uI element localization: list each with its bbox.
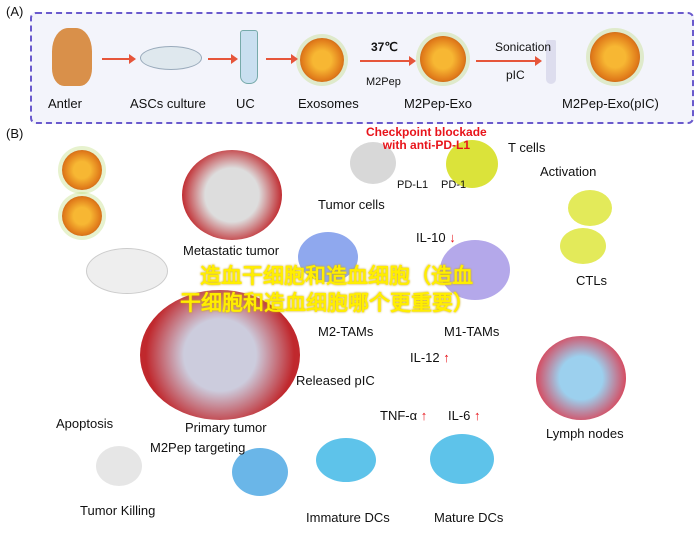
petri-dish-icon [140,46,202,70]
tumor-cells-label: Tumor cells [318,197,385,212]
tnf-label: TNF-α ↑ [380,408,428,423]
t-cells-label: T cells [508,140,546,155]
targeted-cell-icon [232,448,288,496]
temperature: 37℃ [371,40,398,54]
il10-label: IL-10 ↓ [416,230,456,245]
ctls-label: CTLs [576,273,608,288]
arrow [102,54,136,64]
mature-dc-icon [430,434,494,484]
tumor-killing-label: Tumor Killing [80,503,156,518]
overlay-caption-line1: 造血干细胞和造血细胞（造血 [200,265,473,288]
panel-a-label: (A) [6,4,24,19]
step-exosomes: Exosomes [298,96,359,111]
step-antler: Antler [48,96,82,111]
pd1-label: PD-1 [441,179,467,191]
dead-cell-icon [96,446,142,486]
step-m2pep-exo: M2Pep-Exo [404,96,472,111]
exosome-icon [62,150,102,190]
il12-label: IL-12 ↑ [410,350,450,365]
exosome-icon [300,38,344,82]
deer-icon [52,28,92,86]
mature-dcs-label: Mature DCs [434,510,504,525]
lymph-nodes-label: Lymph nodes [546,426,624,441]
immature-dc-icon [316,438,376,482]
arrow [266,54,298,64]
m2pep-label: M2Pep [366,76,401,88]
metastatic-tumor-icon [182,150,282,240]
mouse-icon [86,248,168,294]
m1-tams-label: M1-TAMs [444,324,500,339]
arrow [476,56,542,66]
lymph-node-icon [536,336,626,420]
arrow [360,56,416,66]
immature-dcs-label: Immature DCs [306,510,390,525]
apoptosis-label: Apoptosis [56,416,114,431]
activation-label: Activation [540,164,597,179]
checkpoint-label: Checkpoint blockade with anti-PD-L1 [366,125,487,152]
m2-tam-icon [298,232,358,282]
arrow [208,54,238,64]
m2-tams-label: M2-TAMs [318,324,374,339]
m1-tam-icon [440,240,510,300]
pdl1-label: PD-L1 [397,179,429,191]
step-ascs: ASCs culture [130,96,206,111]
m2pep-exo-pic-icon [590,32,640,82]
panel-a-frame [30,12,694,124]
ctl-icon [568,190,612,226]
il6-label: IL-6 ↑ [448,408,481,423]
ctl-icon [560,228,606,264]
metastatic-tumor-label: Metastatic tumor [183,243,280,258]
m2pep-targeting-label: M2Pep targeting [150,440,246,455]
tube-icon [240,30,258,84]
primary-tumor-label: Primary tumor [185,420,267,435]
panel-b-label: (B) [6,126,24,141]
vial-icon [546,40,556,84]
released-pic-label: Released pIC [296,373,375,388]
primary-tumor-icon [140,290,300,420]
exosome-icon [62,196,102,236]
step-m2pep-exo-pic: M2Pep-Exo(pIC) [562,96,659,111]
sonication-label: Sonication [495,40,552,54]
pic-label: pIC [506,68,525,82]
m2pep-exo-icon [420,36,466,82]
overlay-caption-line2: 干细胞和造血细胞哪个更重要） [180,292,474,315]
step-uc: UC [236,96,255,111]
tumor-cell-icon [350,142,396,184]
t-cell-icon [446,140,498,188]
